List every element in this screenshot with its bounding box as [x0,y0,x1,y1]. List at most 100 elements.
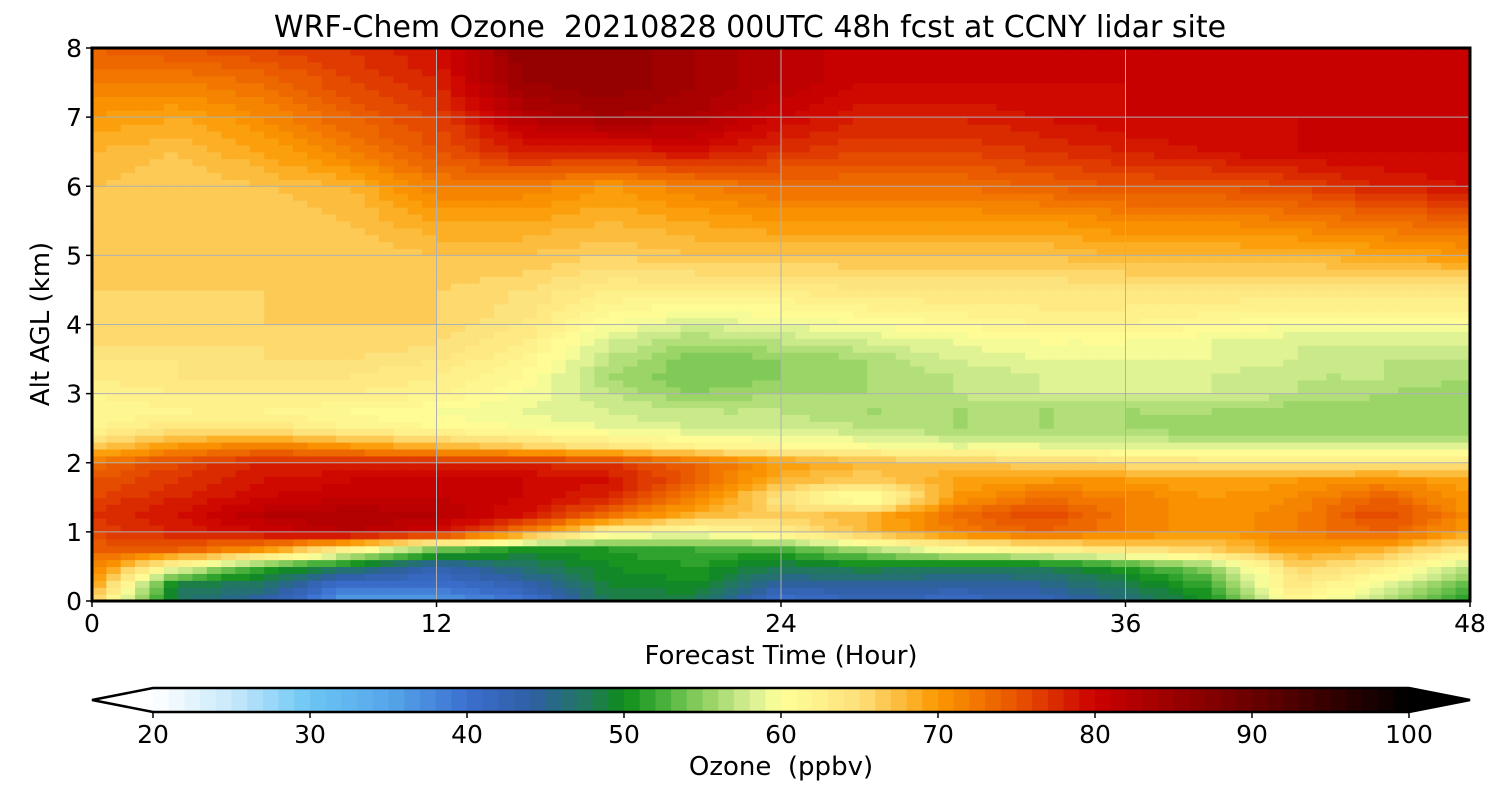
heatmap-cell [249,573,265,581]
heatmap-cell [436,372,452,381]
heatmap-cell [867,566,883,574]
heatmap-cell [92,531,107,540]
heatmap-cell [106,497,122,505]
heatmap-cell [149,324,165,333]
heatmap-cell [1025,248,1040,256]
heatmap-cell [192,407,208,415]
heatmap-cell [651,414,667,422]
heatmap-cell [766,594,782,601]
heatmap-cell [292,483,308,491]
heatmap-cell [881,386,897,395]
heatmap-cell [981,504,997,512]
heatmap-cell [967,414,983,422]
heatmap-cell [594,455,610,464]
heatmap-cell [1139,276,1155,284]
heatmap-cell [1068,414,1084,422]
heatmap-cell [92,276,107,284]
heatmap-cell [264,573,280,581]
heatmap-cell [178,289,194,298]
heatmap-cell [565,283,581,291]
heatmap-cell [106,372,122,381]
heatmap-cell [536,372,552,381]
heatmap-cell [1254,345,1270,353]
heatmap-cell [1398,594,1414,601]
heatmap-cell [235,303,251,312]
heatmap-cell [1240,310,1256,319]
heatmap-cell [1225,283,1241,291]
heatmap-cell [493,552,509,561]
heatmap-cell [1269,407,1284,415]
heatmap-cell [192,262,208,270]
heatmap-cell [852,483,868,491]
heatmap-cell [350,352,366,360]
heatmap-cell [264,352,280,360]
heatmap-cell [450,511,466,519]
heatmap-cell [1426,587,1442,595]
heatmap-cell [1182,511,1198,519]
heatmap-cell [163,296,179,305]
heatmap-cell [651,594,667,601]
heatmap-cell [565,504,581,512]
heatmap-cell [867,504,883,512]
heatmap-cell [881,289,897,298]
heatmap-cell [379,338,395,346]
heatmap-cell [795,559,811,568]
heatmap-cell [465,352,481,360]
heatmap-cell [1025,393,1040,402]
heatmap-cell [1269,518,1284,526]
heatmap-cell [1182,352,1198,360]
heatmap-cell [809,372,825,381]
heatmap-cell [350,531,366,540]
heatmap-cell [694,580,710,588]
heatmap-cell [1082,483,1098,491]
heatmap-cell [307,359,323,367]
heatmap-cell [1168,490,1184,498]
heatmap-cell [1211,289,1227,298]
heatmap-cell [508,393,524,402]
heatmap-cell [1082,248,1098,256]
heatmap-cell [680,269,696,277]
heatmap-cell [580,573,595,581]
heatmap-cell [1168,289,1184,298]
heatmap-cell [407,469,423,478]
heatmap-cell [1340,393,1356,402]
heatmap-cell [824,276,840,284]
heatmap-cell [465,345,481,353]
heatmap-cell [1125,386,1141,395]
heatmap-cell [1154,414,1170,422]
heatmap-cell [1240,428,1256,436]
heatmap-cell [881,476,897,485]
heatmap-cell [809,524,825,533]
heatmap-cell [709,435,725,443]
heatmap-cell [1096,317,1112,326]
heatmap-cell [737,483,753,491]
heatmap-cell [364,352,380,360]
heatmap-cell [1441,538,1457,547]
heatmap-cell [1455,365,1470,374]
heatmap-cell [1039,497,1055,505]
heatmap-cell [1369,490,1385,498]
heatmap-cell [680,248,696,256]
heatmap-cell [1283,386,1299,395]
heatmap-cell [292,511,308,519]
heatmap-cell [1225,338,1241,346]
heatmap-cell [1283,345,1299,353]
heatmap-cell [996,587,1012,595]
heatmap-cell [1082,476,1098,485]
heatmap-cell [924,414,940,422]
heatmap-cell [910,255,926,263]
heatmap-cell [407,324,423,333]
heatmap-cell [1412,296,1428,305]
heatmap-cell [178,283,194,291]
heatmap-cell [666,365,682,374]
heatmap-cell [1355,531,1371,540]
heatmap-cell [580,580,595,588]
heatmap-cell [551,310,567,319]
heatmap-cell [1326,352,1342,360]
heatmap-cell [522,296,538,305]
heatmap-cell [666,303,682,312]
heatmap-cell [1398,490,1414,498]
heatmap-cell [235,269,251,277]
heatmap-cell [249,414,265,422]
heatmap-cell [221,524,237,533]
